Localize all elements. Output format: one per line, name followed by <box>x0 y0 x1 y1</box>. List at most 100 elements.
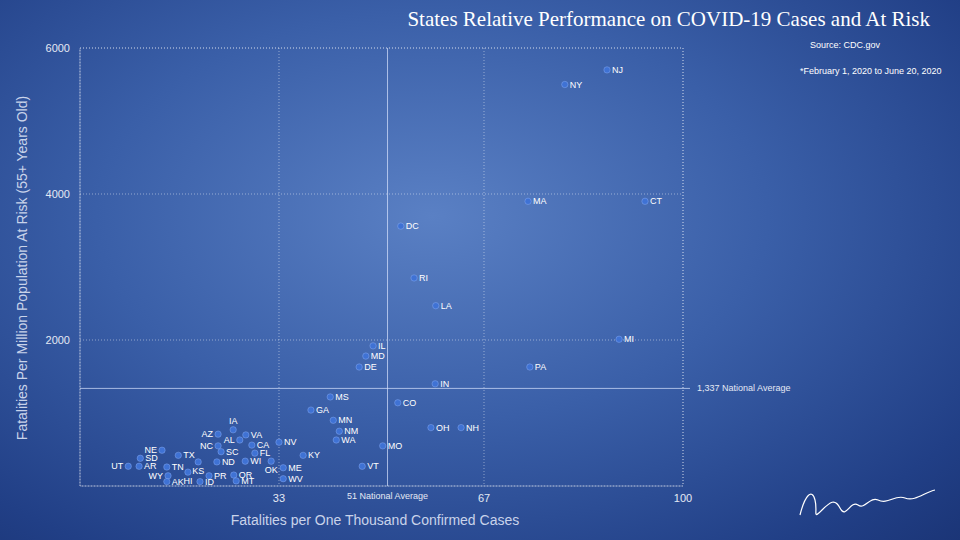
point <box>330 417 336 423</box>
y-grid-line <box>80 194 683 195</box>
point-label: MO <box>388 441 403 451</box>
x-grid-line <box>278 48 279 486</box>
point-label: NC <box>200 441 213 451</box>
point <box>300 452 306 458</box>
point <box>370 343 376 349</box>
x-axis-line <box>80 486 683 487</box>
point-label: CT <box>650 196 662 206</box>
point <box>243 432 249 438</box>
point-label: LA <box>441 301 452 311</box>
point-label: AZ <box>202 429 214 439</box>
point <box>231 472 237 478</box>
point <box>327 394 333 400</box>
point <box>215 431 221 437</box>
point-label: NV <box>284 437 297 447</box>
title: States Relative Performance on COVID-19 … <box>407 7 930 31</box>
y-tick-label: 4000 <box>46 188 70 200</box>
point-label: IA <box>229 416 238 426</box>
point <box>268 458 274 464</box>
point <box>398 223 404 229</box>
point-label: FL <box>260 448 271 458</box>
point <box>428 424 434 430</box>
point-label: PA <box>535 362 546 372</box>
point <box>136 463 142 469</box>
point <box>363 353 369 359</box>
point-label: AL <box>224 435 235 445</box>
x-tick-label: 100 <box>674 492 692 504</box>
point-label: ND <box>222 457 235 467</box>
point <box>249 442 255 448</box>
point-label: IN <box>440 379 449 389</box>
y-grid-line <box>80 48 683 49</box>
point <box>411 275 417 281</box>
point <box>164 464 170 470</box>
point-label: HI <box>183 476 192 486</box>
y-axis-line <box>80 48 81 486</box>
y-tick-label: 2000 <box>46 334 70 346</box>
point <box>125 463 131 469</box>
point <box>175 452 181 458</box>
point-label: OH <box>436 423 450 433</box>
point <box>215 443 221 449</box>
chart: 336710020004000600051 National Average1,… <box>0 0 960 540</box>
point-label: VT <box>367 461 379 471</box>
point-label: NH <box>466 423 479 433</box>
point-label: SC <box>226 447 239 457</box>
x-tick-label: 33 <box>273 492 285 504</box>
points <box>125 67 648 485</box>
reference-label: 1,337 National Average <box>697 383 790 393</box>
point <box>525 198 531 204</box>
point-label: ID <box>205 477 215 487</box>
point-label: NY <box>570 80 583 90</box>
subtitle: *February 1, 2020 to June 20, 2020 <box>800 66 942 76</box>
point-label: ME <box>288 463 302 473</box>
point <box>164 478 170 484</box>
point <box>280 476 286 482</box>
point-label: TN <box>172 462 184 472</box>
point-label: AK <box>172 477 184 487</box>
point-label: OK <box>265 465 278 475</box>
point-label: DC <box>406 221 419 231</box>
point <box>159 447 165 453</box>
point <box>380 443 386 449</box>
reference-line <box>387 48 388 486</box>
point <box>433 302 439 308</box>
point <box>395 400 401 406</box>
point <box>356 364 362 370</box>
point <box>562 81 568 87</box>
point-label: WI <box>250 456 261 466</box>
point <box>308 407 314 413</box>
y-axis-label: Fatalities Per Million Population At Ris… <box>14 96 30 440</box>
point-labels: NJNYMACTDCRILAMIPAILMDDEINMSGACOMNNMWAOH… <box>111 65 662 487</box>
x-grid-line <box>683 48 684 486</box>
x-axis-label: Fatalities per One Thousand Confirmed Ca… <box>231 512 519 528</box>
reference-line <box>80 388 690 389</box>
point-label: MT <box>241 476 254 486</box>
plot-frame <box>80 48 683 486</box>
point <box>458 424 464 430</box>
point <box>165 473 171 479</box>
point-label: NJ <box>612 65 623 75</box>
x-tick-label: 67 <box>478 492 490 504</box>
point <box>242 458 248 464</box>
point <box>359 463 365 469</box>
point <box>195 459 201 465</box>
point-label: UT <box>111 461 123 471</box>
point <box>336 428 342 434</box>
y-tick-label: 6000 <box>46 42 70 54</box>
point <box>197 478 203 484</box>
point-label: WY <box>149 471 164 481</box>
point <box>185 469 191 475</box>
point <box>276 439 282 445</box>
point <box>642 198 648 204</box>
point <box>527 364 533 370</box>
point-label: MI <box>624 334 634 344</box>
point <box>218 448 224 454</box>
point-label: WA <box>341 435 355 445</box>
point <box>230 427 236 433</box>
signature <box>800 490 935 515</box>
point-label: MA <box>533 196 547 206</box>
source: Source: CDC.gov <box>810 40 881 50</box>
point-label: DE <box>364 362 377 372</box>
point <box>333 437 339 443</box>
